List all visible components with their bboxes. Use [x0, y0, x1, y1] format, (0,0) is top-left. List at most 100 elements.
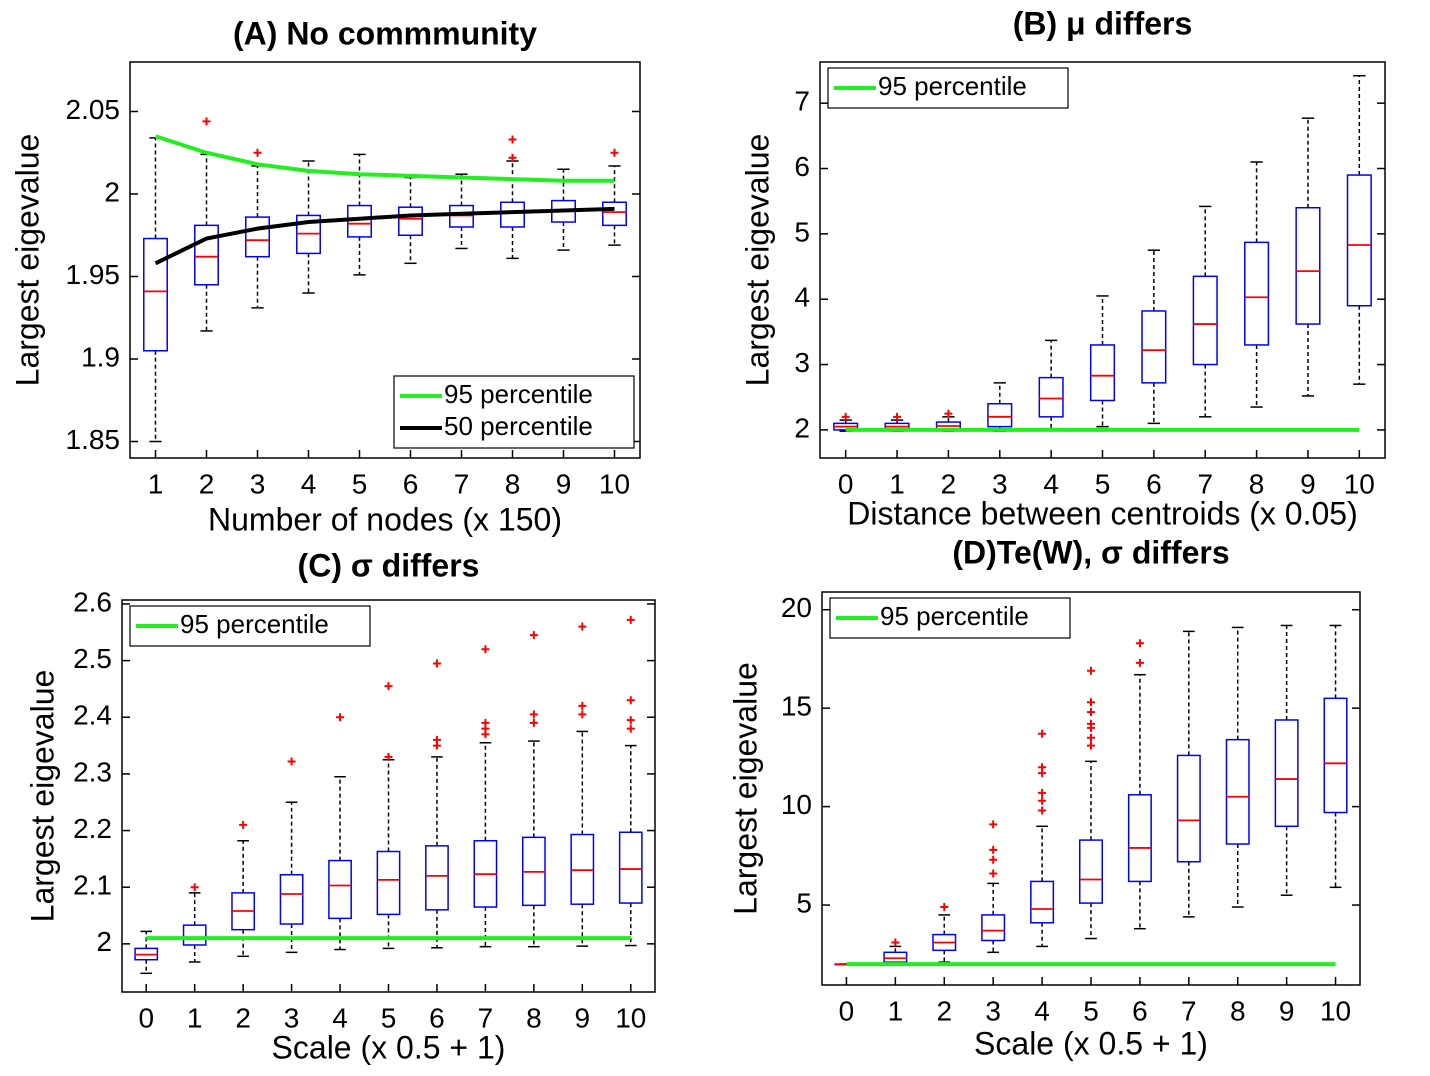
- outlier: [578, 710, 587, 719]
- outlier: [989, 845, 998, 854]
- outlier: [481, 718, 490, 727]
- x-tick-label: 4: [1043, 468, 1059, 499]
- x-tick-label: 0: [838, 468, 854, 499]
- x-axis-label: Number of nodes (x 150): [208, 501, 562, 537]
- plot-frame: [129, 61, 641, 459]
- x-tick-label: 3: [985, 995, 1001, 1026]
- outlier: [989, 820, 998, 829]
- x-tick-label: 4: [1034, 995, 1050, 1026]
- x-tick-label: 7: [1197, 468, 1213, 499]
- y-tick-label: 1.85: [66, 424, 121, 455]
- y-tick-label: 4: [794, 282, 810, 313]
- box: [143, 237, 168, 352]
- y-tick-label: 1.9: [81, 341, 120, 372]
- x-tick-label: 4: [332, 1002, 348, 1033]
- box: [1295, 206, 1321, 325]
- outlier: [239, 820, 248, 829]
- x-tick-label: 1: [148, 468, 164, 499]
- outlier: [841, 412, 850, 421]
- box: [279, 873, 304, 925]
- chart-title: (C) σ differs: [298, 547, 480, 583]
- y-tick-label: 5: [794, 216, 810, 247]
- x-tick-label: 6: [403, 468, 419, 499]
- outlier: [626, 615, 635, 624]
- y-tick-label: 15: [781, 691, 812, 722]
- x-tick-label: 7: [1181, 995, 1197, 1026]
- y-tick-label: 5: [796, 887, 812, 918]
- x-tick-label: 0: [839, 995, 855, 1026]
- outlier: [336, 713, 345, 722]
- legend-box: [393, 375, 635, 449]
- x-tick-label: 9: [1279, 995, 1295, 1026]
- outlier: [1038, 788, 1047, 797]
- box: [1192, 275, 1218, 366]
- y-tick-label: 1.95: [66, 259, 121, 290]
- y-tick-label: 10: [781, 789, 812, 820]
- x-tick-label: 3: [250, 468, 266, 499]
- box: [1323, 697, 1348, 814]
- outlier: [610, 148, 619, 157]
- outlier: [529, 631, 538, 640]
- outlier: [1135, 639, 1144, 648]
- outlier: [578, 622, 587, 631]
- box: [1127, 794, 1152, 883]
- box: [1038, 376, 1064, 418]
- box: [1244, 241, 1270, 346]
- x-tick-label: 6: [429, 1002, 445, 1033]
- y-axis-label: Largest eigevalue: [727, 662, 763, 915]
- legend-label: 50 percentile: [444, 411, 593, 441]
- outlier: [989, 855, 998, 864]
- x-tick-label: 3: [284, 1002, 300, 1033]
- y-tick-label: 2.05: [66, 94, 121, 125]
- x-tick-label: 10: [1320, 995, 1351, 1026]
- legend-label: 95 percentile: [180, 609, 329, 639]
- box: [883, 951, 908, 963]
- outlier: [384, 752, 393, 761]
- y-tick-label: 2.6: [73, 586, 112, 617]
- outlier: [287, 757, 296, 766]
- box: [602, 201, 627, 227]
- y-tick-label: 2.2: [73, 813, 112, 844]
- x-tick-label: 9: [575, 1002, 591, 1033]
- x-tick-label: 10: [1344, 468, 1375, 499]
- legend-label: 95 percentile: [880, 601, 1029, 631]
- outlier: [253, 148, 262, 157]
- outlier: [508, 135, 517, 144]
- outlier: [508, 153, 517, 162]
- y-tick-label: 3: [794, 347, 810, 378]
- outlier: [432, 735, 441, 744]
- x-tick-label: 2: [936, 995, 952, 1026]
- x-tick-label: 6: [1132, 995, 1148, 1026]
- box: [1176, 754, 1201, 863]
- x-tick-label: 2: [235, 1002, 251, 1033]
- outlier: [1038, 729, 1047, 738]
- y-axis-label: Largest eigevalue: [24, 670, 60, 923]
- x-tick-label: 7: [454, 468, 470, 499]
- outlier: [1087, 733, 1095, 742]
- box: [194, 224, 219, 286]
- x-tick-label: 8: [505, 468, 521, 499]
- x-axis-label: Distance between centroids (x 0.05): [847, 495, 1357, 531]
- y-tick-label: 2.5: [73, 643, 112, 674]
- x-tick-label: 9: [556, 468, 572, 499]
- plot-frame: [819, 61, 1386, 459]
- outlier: [432, 659, 441, 668]
- outlier: [1087, 741, 1095, 750]
- x-tick-label: 4: [301, 468, 317, 499]
- box: [376, 850, 401, 916]
- chart-title: (A) No commmunity: [233, 15, 537, 51]
- box: [1030, 880, 1055, 924]
- outlier: [989, 869, 998, 878]
- outlier: [626, 724, 635, 733]
- y-tick-label: 2: [794, 412, 810, 443]
- outlier: [481, 645, 490, 654]
- x-tick-label: 2: [941, 468, 957, 499]
- y-tick-label: 2.4: [73, 700, 112, 731]
- outlier: [891, 938, 900, 947]
- box: [1274, 719, 1299, 828]
- outlier: [190, 883, 199, 892]
- legend-label: 95 percentile: [444, 379, 593, 409]
- outlier: [384, 682, 393, 691]
- x-tick-label: 10: [615, 1002, 646, 1033]
